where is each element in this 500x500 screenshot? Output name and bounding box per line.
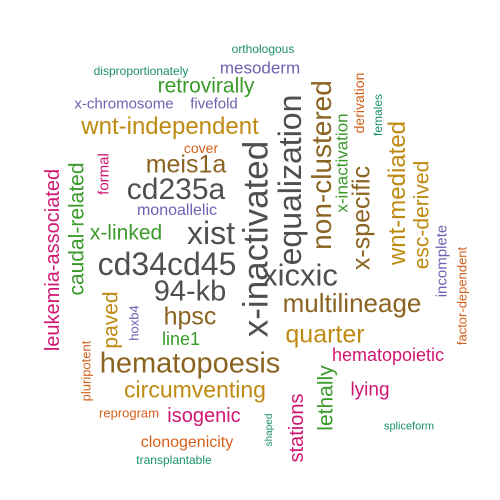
- word-transplantable: transplantable: [136, 453, 212, 467]
- word-orthologous: orthologous: [231, 42, 295, 56]
- word-line1: line1: [161, 329, 201, 349]
- word-meis1a: meis1a: [145, 150, 227, 179]
- word-leukemia-associated: leukemia-associated: [42, 168, 64, 352]
- word-incomplete: incomplete: [433, 224, 451, 298]
- word-hematopoietic: hematopoietic: [331, 345, 445, 365]
- word-hoxb4: hoxb4: [126, 305, 142, 341]
- word-mesoderm: mesoderm: [219, 58, 301, 78]
- word-factor-dependent: factor-dependent: [454, 246, 470, 346]
- word-wnt-independent: wnt-independent: [81, 113, 259, 140]
- word-cover: cover: [183, 140, 219, 156]
- word-retrovirally: retrovirally: [157, 74, 255, 98]
- word-hematopoesis: hematopoesis: [99, 347, 281, 380]
- word-pluripotent: pluripotent: [78, 340, 94, 402]
- word-x-inactivated: x-inactivated: [236, 140, 276, 338]
- word-esc-derived: esc-derived: [410, 160, 434, 270]
- word-derivation: derivation: [351, 72, 367, 134]
- word-cd235a: cd235a: [126, 173, 226, 206]
- word-xicxic: xicxic: [262, 257, 338, 293]
- word-94-kb: 94-kb: [153, 275, 227, 308]
- word-lying: lying: [350, 379, 390, 401]
- word-equalization: equalization: [272, 94, 308, 266]
- word-monoallelic: monoallelic: [136, 202, 218, 219]
- word-clonogenicity: clonogenicity: [140, 434, 234, 451]
- word-caudal-related: caudal-related: [65, 162, 89, 296]
- word-xist: xist: [187, 215, 235, 251]
- word-circumventing: circumventing: [124, 376, 266, 403]
- word-x-specific: x-specific: [347, 165, 376, 271]
- word-reprogram: reprogram: [99, 405, 159, 421]
- word-multilineage: multilineage: [282, 288, 422, 318]
- word-females: females: [371, 93, 385, 137]
- word-paved: paved: [99, 291, 123, 349]
- word-x-linked: x-linked: [89, 221, 163, 245]
- word-disproportionately: disproportionately: [93, 64, 189, 78]
- word-cd34cd45: cd34cd45: [97, 246, 237, 282]
- word-x-chromosome: x-chromosome: [74, 95, 174, 113]
- word-hpsc: hpsc: [163, 302, 217, 331]
- word-fivefold: fivefold: [190, 95, 238, 113]
- word-stations: stations: [286, 393, 308, 463]
- word-spliceform: spliceform: [383, 420, 435, 433]
- word-quarter: quarter: [285, 320, 365, 349]
- word-formal: formal: [95, 153, 113, 195]
- word-shaped: shaped: [264, 413, 275, 447]
- word-lethally: lethally: [314, 365, 338, 431]
- word-wnt-mediated: wnt-mediated: [384, 120, 411, 266]
- word-isogenic: isogenic: [167, 405, 241, 427]
